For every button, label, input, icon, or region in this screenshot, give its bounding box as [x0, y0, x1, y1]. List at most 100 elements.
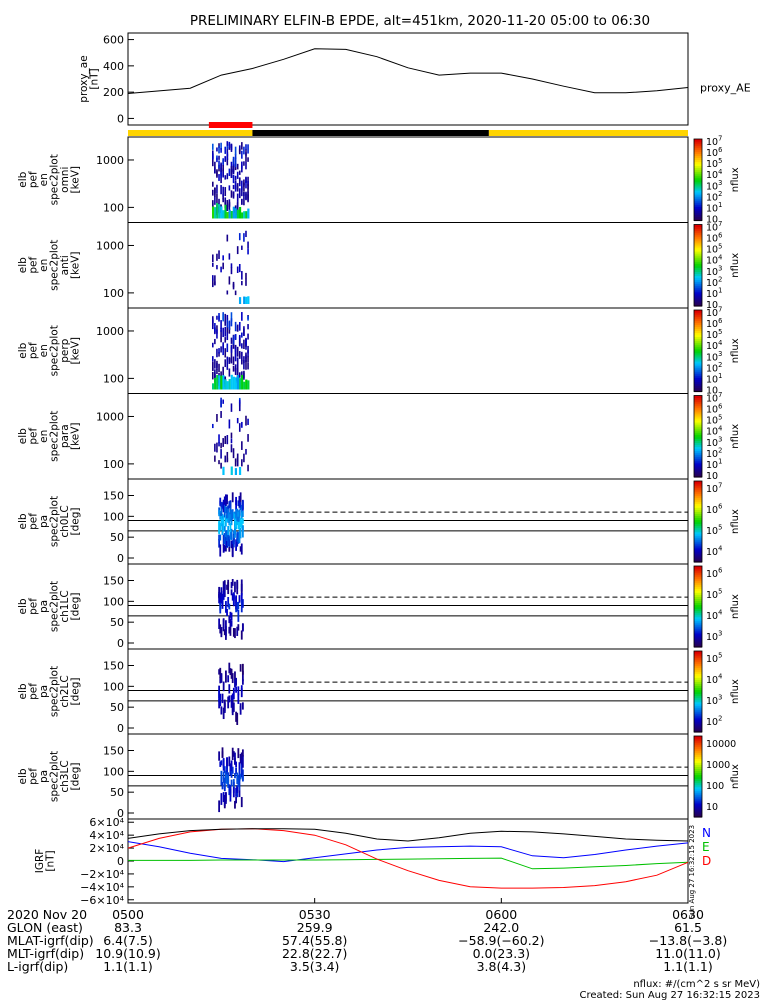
- spectrogram-cell: [232, 751, 235, 757]
- spectrogram-cell: [241, 312, 243, 321]
- colorbar-step: [694, 328, 702, 331]
- spectrogram-cell: [214, 168, 216, 174]
- y-axis-label-line: spec2plot: [48, 496, 60, 547]
- spectrogram-cell: [214, 207, 217, 219]
- spectrogram-cell: [218, 352, 220, 357]
- colorbar-step: [694, 653, 702, 656]
- spectrogram-cell: [243, 183, 245, 192]
- spectrogram-cell: [247, 464, 249, 472]
- colorbar-tick-label: 107: [706, 391, 722, 404]
- spectrogram-cell: [225, 601, 227, 613]
- pitch-panel-frame: [127, 563, 689, 650]
- spectrogram-cell: [226, 608, 228, 617]
- spectrogram-cell: [221, 502, 224, 509]
- spectrogram-cell: [238, 521, 241, 531]
- colorbar-frame: [693, 309, 703, 392]
- spectrogram-cell: [220, 770, 223, 780]
- spectrogram-cell: [214, 338, 216, 345]
- colorbar-step: [694, 460, 702, 464]
- colorbar-step: [694, 312, 702, 315]
- spectrogram-cell: [238, 777, 241, 791]
- spectrogram-cell: [222, 681, 225, 692]
- axis-row-value: −13.8(−3.8): [649, 933, 727, 948]
- colorbar-step: [694, 800, 702, 804]
- spectrogram-cell: [224, 326, 227, 337]
- spectrogram-cell: [221, 693, 224, 704]
- spectrogram-cell: [238, 790, 241, 798]
- colorbar-step: [694, 519, 702, 523]
- spectrogram-cell: [228, 141, 231, 148]
- spectrogram-cell: [239, 753, 242, 764]
- colorbar-step: [694, 497, 702, 500]
- pitch-ytick-label: 150: [103, 660, 124, 673]
- y-axis-label-line: pa: [38, 600, 50, 613]
- colorbar-step: [694, 244, 702, 248]
- spectrogram-cell: [212, 143, 214, 150]
- spectrogram-cell: [216, 193, 218, 204]
- colorbar-tick-label: 10: [706, 215, 718, 226]
- spectrogram-cell: [226, 451, 229, 462]
- spectrogram-cell: [230, 695, 233, 708]
- colorbar-step: [694, 147, 702, 150]
- pitch-ytick-label: 50: [110, 786, 124, 799]
- colorbar: [693, 480, 703, 563]
- spectrogram-cell: [236, 183, 239, 192]
- axis-row-value: 0600: [485, 907, 517, 922]
- colorbar-step: [694, 744, 702, 747]
- colorbar-step: [694, 303, 702, 307]
- spectrogram-cell: [222, 618, 225, 628]
- colorbar-step: [694, 389, 702, 393]
- spectrogram-cell: [226, 457, 229, 463]
- spectrogram-cell: [229, 507, 232, 515]
- spectrogram-cell: [232, 365, 235, 372]
- spectrogram-cell: [222, 499, 225, 510]
- y-axis-label-line: ch3LC: [59, 760, 71, 792]
- spectrogram-cell: [223, 584, 226, 598]
- spectrogram-cell: [237, 534, 240, 542]
- y-axis-label-line: [deg]: [69, 593, 81, 621]
- axis-row-value: 3.8(4.3): [477, 959, 527, 974]
- spectrogram-cell: [245, 379, 248, 390]
- spectrogram-cell: [247, 345, 249, 354]
- spectrogram-cell: [241, 374, 244, 390]
- colorbar-unit-label: nflux: [730, 167, 741, 192]
- spectrogram-cell: [212, 275, 214, 281]
- colorbar-step: [694, 232, 702, 236]
- spectrogram-cell: [247, 434, 249, 442]
- colorbar-step: [694, 551, 702, 555]
- colorbar-step: [694, 681, 702, 684]
- colorbar-step: [694, 487, 702, 490]
- spectrogram-cell: [230, 190, 233, 198]
- colorbar-step: [694, 430, 702, 433]
- colorbar-step: [694, 725, 702, 729]
- pitch-ytick-label: 50: [110, 701, 124, 714]
- colorbar-tick-label: 106: [706, 146, 722, 159]
- spectrogram-cell: [236, 533, 239, 542]
- pitch-panel-frame: [127, 648, 689, 735]
- colorbar-step: [694, 301, 702, 305]
- spectrogram-cell: [224, 348, 227, 358]
- colorbar-step: [694, 413, 702, 417]
- colorbar-step: [694, 584, 702, 587]
- spectrogram-cell: [234, 153, 237, 159]
- spectrogram-cell: [218, 534, 221, 541]
- colorbar-tick-label: 104: [706, 253, 722, 266]
- spectrogram-cell: [238, 352, 241, 358]
- spectrogram-cell: [226, 317, 229, 328]
- y-axis-label-line: spec2plot: [48, 666, 60, 717]
- spectrogram-cell: [212, 262, 214, 267]
- status-bar-segment: [128, 130, 253, 136]
- spectrogram-cell: [214, 322, 216, 332]
- spectrogram-cell: [229, 531, 232, 540]
- spectrogram-cell: [227, 582, 230, 595]
- spectrogram-cell: [232, 159, 235, 166]
- spectrogram-cell: [227, 596, 230, 608]
- colorbar-step: [694, 202, 702, 205]
- colorbar-step: [694, 139, 702, 142]
- spectrogram-cell: [229, 501, 232, 511]
- spectrogram-cell: [241, 351, 243, 361]
- colorbar-step: [694, 489, 702, 492]
- spectrogram-cell: [216, 147, 218, 152]
- colorbar-step: [694, 255, 702, 258]
